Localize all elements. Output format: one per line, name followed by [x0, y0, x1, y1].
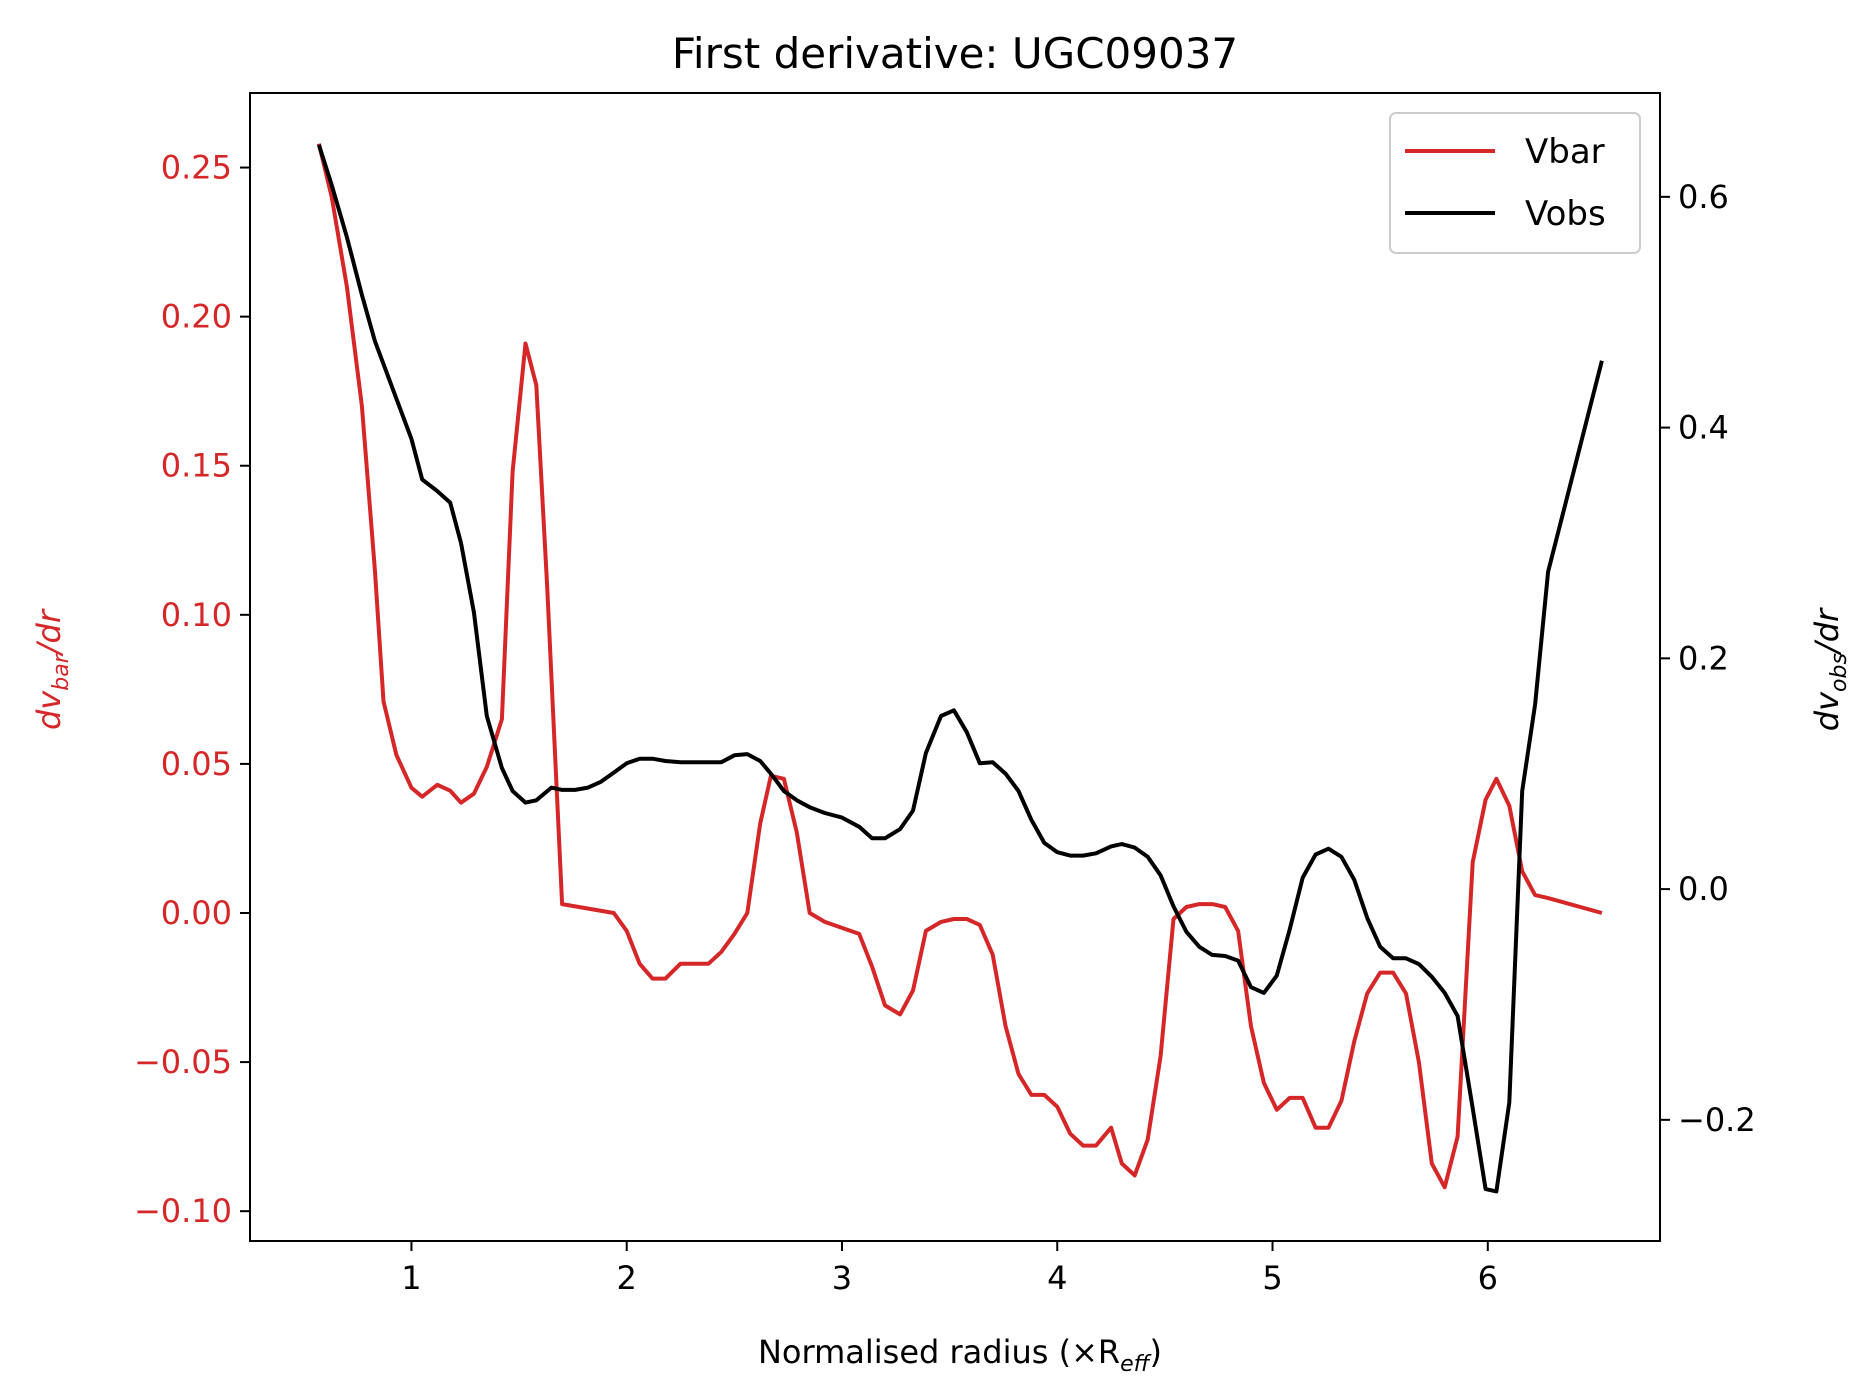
- legend-label-vobs: Vobs: [1525, 194, 1606, 234]
- x-axis-label: Normalised radius (×Reff): [758, 1333, 1162, 1377]
- legend-label-vbar: Vbar: [1525, 132, 1605, 172]
- x-tick-label: 2: [617, 1259, 637, 1297]
- y-left-tick-label: −0.05: [134, 1043, 232, 1081]
- x-axis-ticks: 1 2 3 4 5 6: [401, 1241, 1498, 1297]
- x-tick-label: 1: [401, 1259, 421, 1297]
- x-tick-label: 6: [1478, 1259, 1498, 1297]
- y-left-axis-label: dvbar/dr: [30, 608, 74, 730]
- y-right-tick-label: 0.6: [1678, 178, 1729, 216]
- y-left-tick-label: 0.15: [161, 447, 232, 485]
- plot-frame: [249, 92, 1661, 1242]
- plot-lines: [316, 143, 1604, 1194]
- y-right-axis-ticks: −0.2 0.0 0.2 0.4 0.6: [1660, 178, 1756, 1139]
- y-right-axis-label-main: dv: [1808, 691, 1846, 731]
- legend: Vbar Vobs: [1389, 112, 1641, 254]
- y-left-tick-label: 0.05: [161, 745, 232, 783]
- y-right-axis-label-end: /dr: [1808, 607, 1846, 656]
- y-left-tick-label: 0.10: [161, 596, 232, 634]
- y-right-tick-label: 0.0: [1678, 870, 1729, 908]
- y-left-axis-label-sub: bar: [49, 652, 74, 690]
- y-left-axis-ticks: −0.10 −0.05 0.00 0.05 0.10 0.15 0.20 0.25: [134, 149, 250, 1230]
- y-right-axis-label-sub: obs: [1827, 653, 1852, 692]
- y-left-tick-label: 0.20: [161, 298, 232, 336]
- series-line-vbar: [316, 143, 1603, 1190]
- y-right-tick-label: −0.2: [1678, 1101, 1756, 1139]
- chart-title: First derivative: UGC09037: [672, 29, 1238, 78]
- x-tick-label: 3: [832, 1259, 852, 1297]
- y-left-axis-label-end: /dr: [30, 608, 68, 657]
- legend-box: [1389, 112, 1641, 254]
- x-tick-label: 5: [1262, 1259, 1282, 1297]
- y-right-axis-label: dvobs/dr: [1808, 607, 1852, 731]
- y-left-axis-label-main: dv: [30, 690, 68, 730]
- x-axis-label-main: Normalised radius (×R: [758, 1333, 1120, 1371]
- y-right-tick-label: 0.2: [1678, 639, 1729, 677]
- x-axis-label-end: ): [1150, 1333, 1162, 1371]
- y-left-tick-label: −0.10: [134, 1192, 232, 1230]
- x-axis-label-sub: eff: [1120, 1352, 1152, 1377]
- y-right-tick-label: 0.4: [1678, 409, 1729, 447]
- y-left-tick-label: 0.00: [161, 894, 232, 932]
- x-tick-label: 4: [1047, 1259, 1067, 1297]
- y-left-tick-label: 0.25: [161, 149, 232, 187]
- series-line-vobs: [316, 144, 1604, 1194]
